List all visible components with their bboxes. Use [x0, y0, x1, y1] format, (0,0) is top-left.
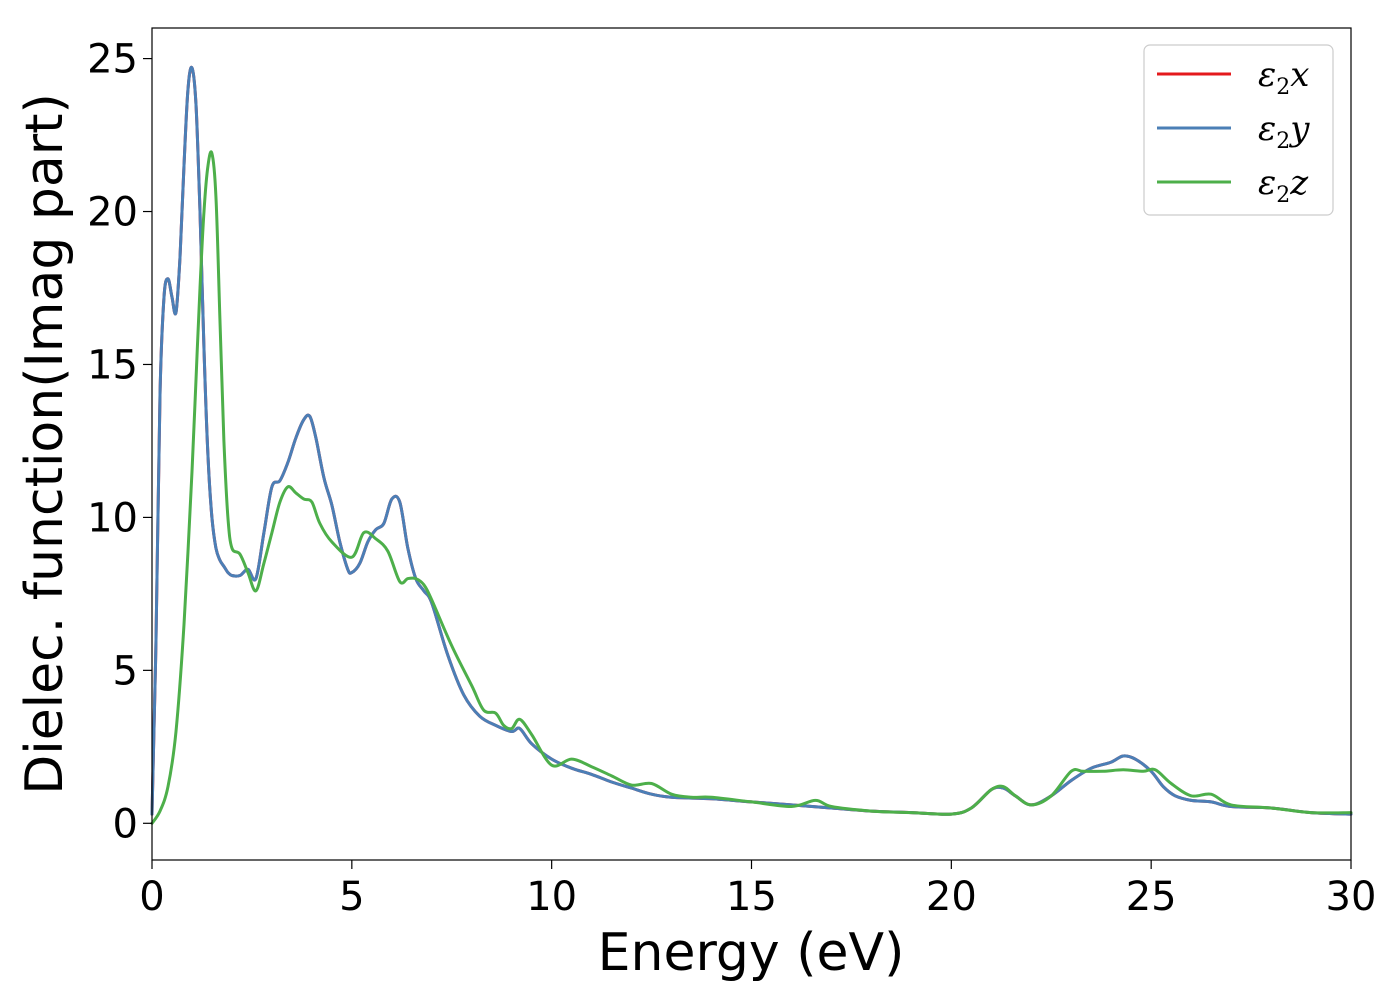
x-tick-label: 20 [926, 874, 977, 920]
y-tick-label: 25 [87, 37, 138, 83]
x-axis-label: Energy (eV) [598, 923, 905, 983]
x-tick-label: 30 [1326, 874, 1377, 920]
legend-label-y: ε2y [1258, 109, 1310, 154]
y-tick-label: 15 [87, 342, 138, 388]
y-tick-label: 10 [87, 495, 138, 541]
x-tick-label: 25 [1126, 874, 1177, 920]
series-line-z [150, 150, 1353, 825]
legend-label-z: ε2z [1258, 163, 1309, 208]
y-axis-label: Dielec. function(Imag part) [15, 93, 75, 795]
x-axis-ticks: 0 5 10 15 20 25 30 [139, 860, 1376, 920]
legend: ε2x ε2y ε2z [1143, 44, 1334, 216]
y-tick-label: 0 [113, 801, 138, 847]
y-tick-label: 5 [113, 648, 138, 694]
x-tick-label: 0 [139, 874, 164, 920]
y-tick-label: 20 [87, 190, 138, 236]
plot-frame [151, 27, 1352, 861]
legend-label-x: ε2x [1258, 55, 1309, 100]
x-tick-label: 5 [339, 874, 364, 920]
x-tick-label: 15 [726, 874, 777, 920]
series-layer [150, 65, 1353, 825]
x-tick-label: 10 [526, 874, 577, 920]
y-axis-ticks: 0 5 10 15 20 25 [87, 37, 152, 847]
legend-frame [1143, 44, 1334, 216]
